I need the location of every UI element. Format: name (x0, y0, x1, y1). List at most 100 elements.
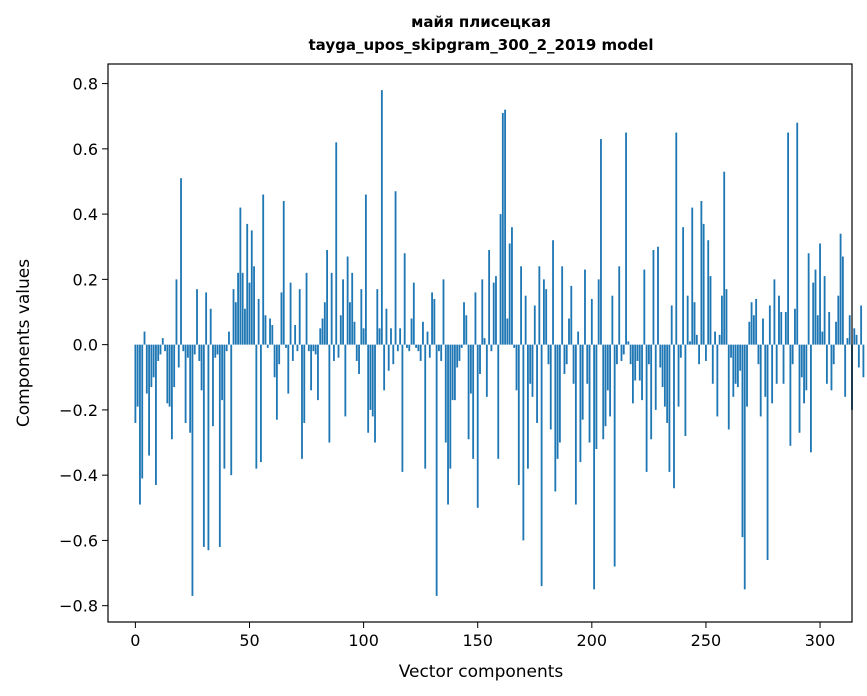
bar (565, 344, 568, 365)
bar (746, 344, 748, 407)
bar (303, 344, 306, 423)
bar (353, 321, 356, 345)
bar (237, 272, 239, 345)
bar (228, 331, 230, 345)
bar (337, 344, 340, 358)
bar (504, 109, 507, 345)
y-tick-label: 0.8 (73, 75, 98, 94)
x-tick-label: 0 (130, 631, 140, 650)
bar (469, 344, 472, 394)
bar (184, 344, 187, 423)
bar (150, 344, 153, 388)
bar (271, 325, 274, 345)
bar (307, 344, 310, 352)
bar (472, 344, 475, 459)
bar (465, 315, 468, 345)
x-axis-ticks: 0 50 100 150 200 250 300 (130, 622, 835, 650)
bar (456, 344, 459, 368)
bar (392, 344, 395, 365)
bar (554, 344, 557, 492)
bar (369, 344, 372, 410)
bar (282, 201, 285, 345)
bar (383, 344, 386, 391)
bar (273, 344, 276, 378)
bar (339, 315, 342, 345)
bar (549, 344, 552, 430)
bar (768, 305, 771, 345)
bar (403, 253, 406, 345)
bar (855, 334, 858, 345)
bar (677, 344, 680, 407)
x-axis-label: Vector components (399, 662, 564, 682)
bar (191, 344, 194, 596)
x-tick-label: 200 (577, 631, 608, 650)
bar (570, 285, 573, 345)
bar (533, 305, 536, 345)
bar (374, 344, 376, 443)
bar (600, 139, 602, 345)
bar (214, 344, 217, 358)
bar (629, 344, 632, 365)
bar (239, 207, 242, 345)
bar (134, 344, 137, 423)
bar (476, 344, 479, 508)
bar (702, 223, 705, 345)
bar (675, 132, 678, 345)
bar (812, 282, 815, 345)
bar (221, 344, 224, 401)
bar (415, 344, 418, 348)
y-tick-label: 0.2 (73, 270, 98, 289)
bar (490, 344, 493, 352)
bar (422, 321, 424, 345)
bar (207, 344, 210, 551)
bar (691, 207, 694, 345)
bar (253, 266, 255, 345)
y-tick-label: 0.0 (73, 336, 98, 355)
bar (556, 344, 559, 459)
bar (328, 344, 331, 443)
bar (693, 302, 696, 345)
bar (595, 344, 598, 450)
bar (312, 344, 315, 352)
y-axis-ticks: −0.8 −0.6 −0.4 −0.2 0.0 0.2 0.4 0.6 0.8 (59, 75, 108, 616)
bar (552, 240, 554, 345)
bar (209, 308, 212, 345)
bar (428, 344, 431, 358)
bar (433, 298, 436, 345)
bar (520, 266, 522, 345)
bar (264, 315, 267, 345)
bar (590, 298, 593, 345)
bar (495, 276, 497, 345)
bar (426, 331, 429, 345)
bar (266, 344, 269, 348)
x-tick-label: 100 (348, 631, 379, 650)
bar (143, 331, 146, 345)
bar (193, 344, 196, 355)
bar (408, 344, 411, 352)
bar (364, 194, 367, 345)
bar (634, 344, 637, 381)
bar (609, 344, 611, 417)
bar (463, 302, 465, 345)
bar (485, 344, 488, 397)
bar (762, 318, 764, 345)
bar (782, 344, 785, 384)
bar (839, 233, 842, 345)
bar (255, 344, 258, 469)
chart-title-line-2: tayga_upos_skipgram_300_2_2019 model (309, 36, 654, 54)
bar (139, 344, 141, 505)
bar (527, 344, 529, 469)
bar (513, 344, 516, 348)
bar (483, 338, 486, 345)
bar (620, 344, 623, 361)
x-tick-label: 250 (691, 631, 722, 650)
bar (317, 344, 319, 401)
bar (798, 344, 801, 433)
bar (218, 344, 221, 547)
bar (506, 318, 509, 345)
bar (577, 331, 580, 345)
bar (803, 344, 805, 404)
y-tick-label: −0.2 (59, 401, 98, 420)
bar (152, 344, 155, 378)
